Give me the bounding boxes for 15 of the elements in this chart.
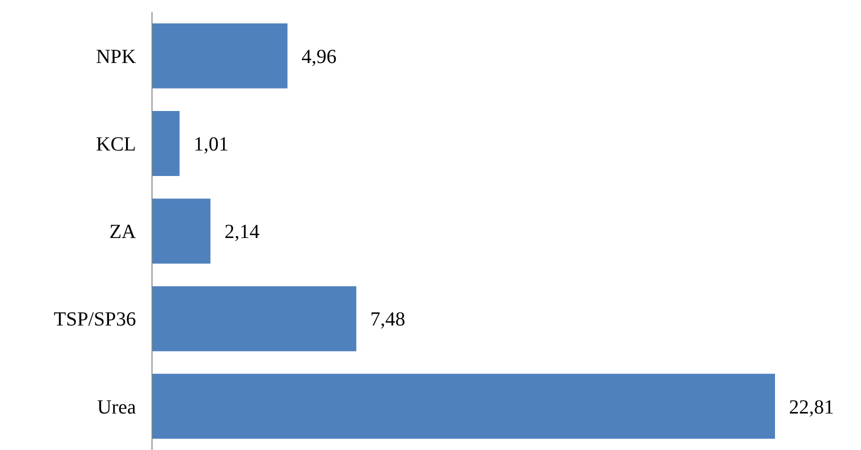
y-tick-label: NPK xyxy=(96,46,137,68)
data-label: 2,14 xyxy=(224,221,260,244)
y-tick-label: TSP/SP36 xyxy=(54,308,136,331)
bar xyxy=(152,110,180,176)
data-label: 4,96 xyxy=(301,46,336,68)
bar xyxy=(152,23,288,88)
bar xyxy=(152,374,775,439)
y-tick-label: Urea xyxy=(97,396,136,418)
bar xyxy=(152,198,210,264)
y-tick-label: KCL xyxy=(96,134,136,156)
y-tick-label: ZA xyxy=(109,221,137,244)
bar xyxy=(152,286,356,352)
data-label: 22,81 xyxy=(789,396,834,418)
data-label: 1,01 xyxy=(194,133,229,156)
data-label: 7,48 xyxy=(370,308,406,331)
